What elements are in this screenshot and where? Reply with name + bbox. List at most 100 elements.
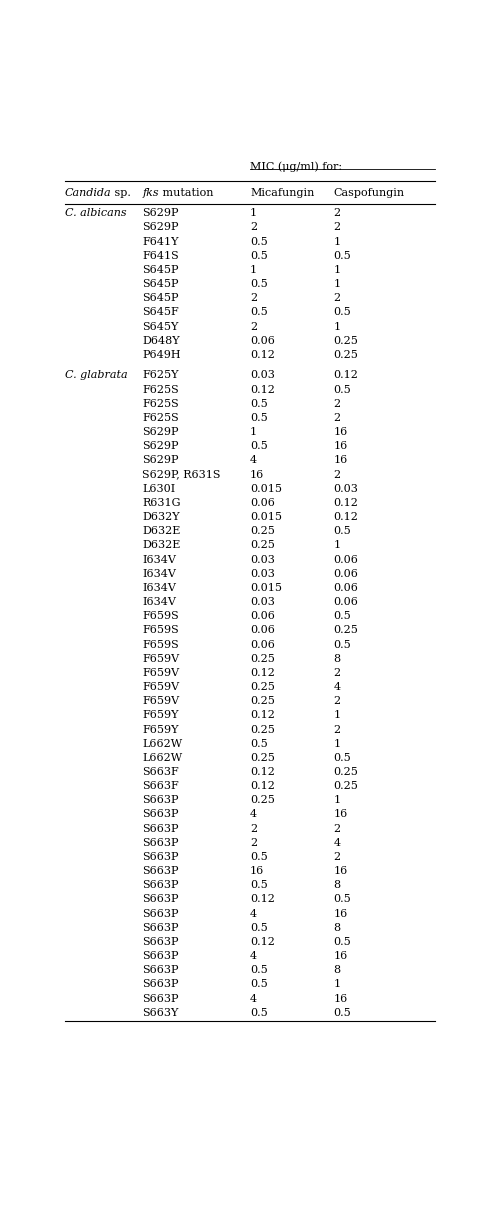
Text: 0.5: 0.5 [250,852,268,862]
Text: 8: 8 [333,653,341,664]
Text: S663P: S663P [142,852,179,862]
Text: F659V: F659V [142,668,180,677]
Text: 0.5: 0.5 [333,526,351,537]
Text: 0.015: 0.015 [250,512,282,522]
Text: 0.5: 0.5 [250,980,268,989]
Text: 0.5: 0.5 [250,1008,268,1017]
Text: 0.25: 0.25 [250,795,275,805]
Text: 2: 2 [250,222,257,232]
Text: 16: 16 [250,866,264,877]
Text: Micafungin: Micafungin [250,188,314,198]
Text: 0.03: 0.03 [250,370,275,380]
Text: 0.12: 0.12 [333,512,358,522]
Text: 0.25: 0.25 [333,336,358,346]
Text: 0.25: 0.25 [250,526,275,537]
Text: S645P: S645P [142,294,179,304]
Text: 0.06: 0.06 [250,640,275,649]
Text: S645F: S645F [142,307,179,317]
Text: 0.12: 0.12 [250,937,275,947]
Text: 0.5: 0.5 [333,640,351,649]
Text: I634V: I634V [142,555,176,565]
Text: 16: 16 [333,866,347,877]
Text: sp.: sp. [111,188,131,198]
Text: D632E: D632E [142,540,181,550]
Text: C. glabrata: C. glabrata [65,370,127,380]
Text: 0.25: 0.25 [250,696,275,707]
Text: 0.25: 0.25 [250,682,275,692]
Text: 0.25: 0.25 [333,350,358,359]
Text: 2: 2 [250,294,257,304]
Text: S663F: S663F [142,781,179,792]
Text: 0.25: 0.25 [250,540,275,550]
Text: 0.25: 0.25 [250,725,275,734]
Text: F641S: F641S [142,251,179,261]
Text: 4: 4 [250,455,257,465]
Text: 2: 2 [333,413,341,422]
Text: I634V: I634V [142,568,176,579]
Text: 16: 16 [333,951,347,961]
Text: 8: 8 [333,923,341,932]
Text: S663P: S663P [142,895,179,904]
Text: 2: 2 [333,696,341,707]
Text: S663P: S663P [142,795,179,805]
Text: S629P: S629P [142,222,179,232]
Text: S663P: S663P [142,908,179,919]
Text: S663P: S663P [142,980,179,989]
Text: 0.03: 0.03 [250,568,275,579]
Text: 2: 2 [333,209,341,219]
Text: C. albicans: C. albicans [65,209,126,219]
Text: S663P: S663P [142,866,179,877]
Text: 0.06: 0.06 [333,568,358,579]
Text: 16: 16 [333,908,347,919]
Text: 0.06: 0.06 [333,555,358,565]
Text: 4: 4 [250,951,257,961]
Text: 1: 1 [333,237,341,246]
Text: 0.5: 0.5 [250,738,268,749]
Text: 0.5: 0.5 [250,279,268,289]
Text: 0.25: 0.25 [333,781,358,792]
Text: 1: 1 [333,980,341,989]
Text: 4: 4 [250,810,257,819]
Text: D648Y: D648Y [142,336,180,346]
Text: 2: 2 [250,322,257,331]
Text: 2: 2 [250,823,257,834]
Text: Caspofungin: Caspofungin [333,188,405,198]
Text: F625S: F625S [142,385,179,395]
Text: 0.015: 0.015 [250,483,282,494]
Text: L630I: L630I [142,483,176,494]
Text: 0.5: 0.5 [250,237,268,246]
Text: 0.5: 0.5 [250,441,268,452]
Text: 0.5: 0.5 [250,251,268,261]
Text: D632E: D632E [142,526,181,537]
Text: 0.25: 0.25 [333,767,358,777]
Text: 16: 16 [250,470,264,480]
Text: 0.5: 0.5 [333,251,351,261]
Text: 0.5: 0.5 [333,611,351,622]
Text: S663P: S663P [142,993,179,1004]
Text: 0.12: 0.12 [250,350,275,359]
Text: F625S: F625S [142,398,179,409]
Text: 1: 1 [333,710,341,720]
Text: 4: 4 [333,682,341,692]
Text: I634V: I634V [142,597,176,607]
Text: S663P: S663P [142,923,179,932]
Text: 0.12: 0.12 [250,385,275,395]
Text: S663P: S663P [142,965,179,975]
Text: 1: 1 [250,265,257,274]
Text: 0.5: 0.5 [250,965,268,975]
Text: F659V: F659V [142,653,180,664]
Text: 0.06: 0.06 [250,611,275,622]
Text: 0.5: 0.5 [250,398,268,409]
Text: 2: 2 [250,838,257,847]
Text: 4: 4 [333,838,341,847]
Text: 0.06: 0.06 [333,597,358,607]
Text: 0.06: 0.06 [333,583,358,592]
Text: S663P: S663P [142,951,179,961]
Text: 0.5: 0.5 [250,413,268,422]
Text: 2: 2 [333,398,341,409]
Text: 0.12: 0.12 [333,498,358,507]
Text: fks: fks [142,188,159,198]
Text: 0.12: 0.12 [333,370,358,380]
Text: 0.5: 0.5 [333,385,351,395]
Text: S663P: S663P [142,880,179,890]
